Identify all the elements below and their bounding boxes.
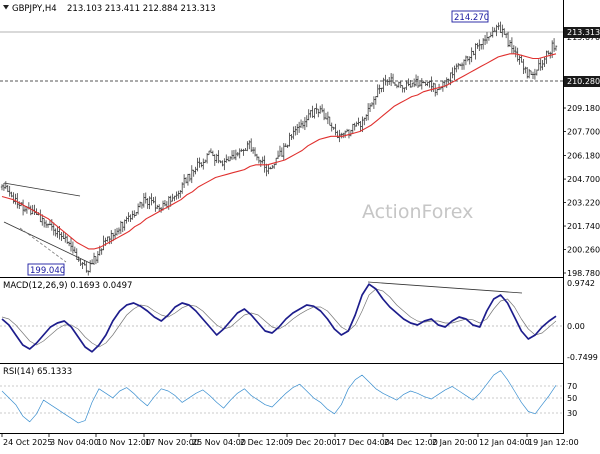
macd-title: MACD(12,26,9) 0.1693 0.0497: [3, 281, 132, 291]
time-tick-label: 24 Dec 12:00: [384, 438, 438, 447]
time-tick-label: 17 Nov 20:00: [145, 438, 199, 447]
watermark-text: ActionForex: [362, 201, 473, 223]
price-tick-label: 201.740: [567, 222, 600, 231]
macd-series-layer: [1, 283, 557, 353]
upper-channel-line: [3, 182, 81, 197]
rsi-axis-30: 30: [567, 409, 577, 418]
time-tick-label: 24 Oct 2025: [3, 438, 52, 447]
macd-axis-min: -0.7499: [567, 353, 598, 362]
macd-signal-line: [1, 288, 557, 348]
rsi-title: RSI(14) 65.1333: [3, 367, 72, 377]
macd-line: [1, 283, 557, 353]
price-tick-label: 204.700: [567, 175, 600, 184]
price-tick-label: 209.180: [567, 104, 600, 113]
high-price-badge: [451, 10, 489, 23]
lower-channel-line: [3, 221, 93, 265]
moving-average-line: [1, 53, 557, 250]
dropdown-triangle-icon[interactable]: [3, 5, 9, 10]
low-price-label: 199.040: [30, 266, 65, 276]
time-tick-label: 2 Jan 20:00: [432, 438, 478, 447]
macd-axis-max: 0.9742: [567, 279, 595, 288]
dashed-trend-line: [19, 227, 67, 263]
time-tick-label: 3 Nov 04:00: [50, 438, 99, 447]
low-price-badge: [27, 263, 65, 276]
price-bar: [554, 45, 558, 51]
price-tick-label: 206.180: [567, 152, 600, 161]
time-tick-label: 19 Jan 12:00: [528, 438, 579, 447]
high-price-label: 214.270: [454, 13, 489, 23]
macd-axis-zero: 0.00: [567, 322, 585, 331]
support-price-tag: [564, 76, 600, 87]
time-tick-label: 2 Dec 12:00: [240, 438, 289, 447]
price-series-layer: [0, 21, 558, 276]
last-price-tag: [564, 27, 600, 38]
time-tick-label: 10 Nov 12:00: [97, 438, 151, 447]
rsi-axis-50: 50: [567, 394, 577, 403]
time-tick-label: 25 Nov 04:00: [192, 438, 246, 447]
rsi-axis-70: 70: [567, 382, 577, 391]
chart-symbol-label: GBPJPY,H4: [12, 4, 57, 14]
rsi-line: [1, 370, 557, 424]
price-tick-label: 198.780: [567, 269, 600, 278]
price-tick-label: 203.220: [567, 199, 600, 208]
time-tick-label: 12 Jan 04:00: [479, 438, 530, 447]
price-tick-label: 200.260: [567, 246, 600, 255]
last-price-value: 213.313: [567, 28, 600, 37]
time-tick-label: 17 Dec 04:00: [336, 438, 390, 447]
rsi-series-layer: [1, 370, 557, 424]
price-tick-label: 207.700: [567, 127, 600, 136]
support-price-value: 210.280: [567, 77, 600, 86]
chart-ohlc-values: 213.103 213.411 212.884 213.313: [67, 4, 216, 14]
macd-divergence-line: [367, 281, 523, 294]
time-tick-label: 9 Dec 20:00: [288, 438, 337, 447]
